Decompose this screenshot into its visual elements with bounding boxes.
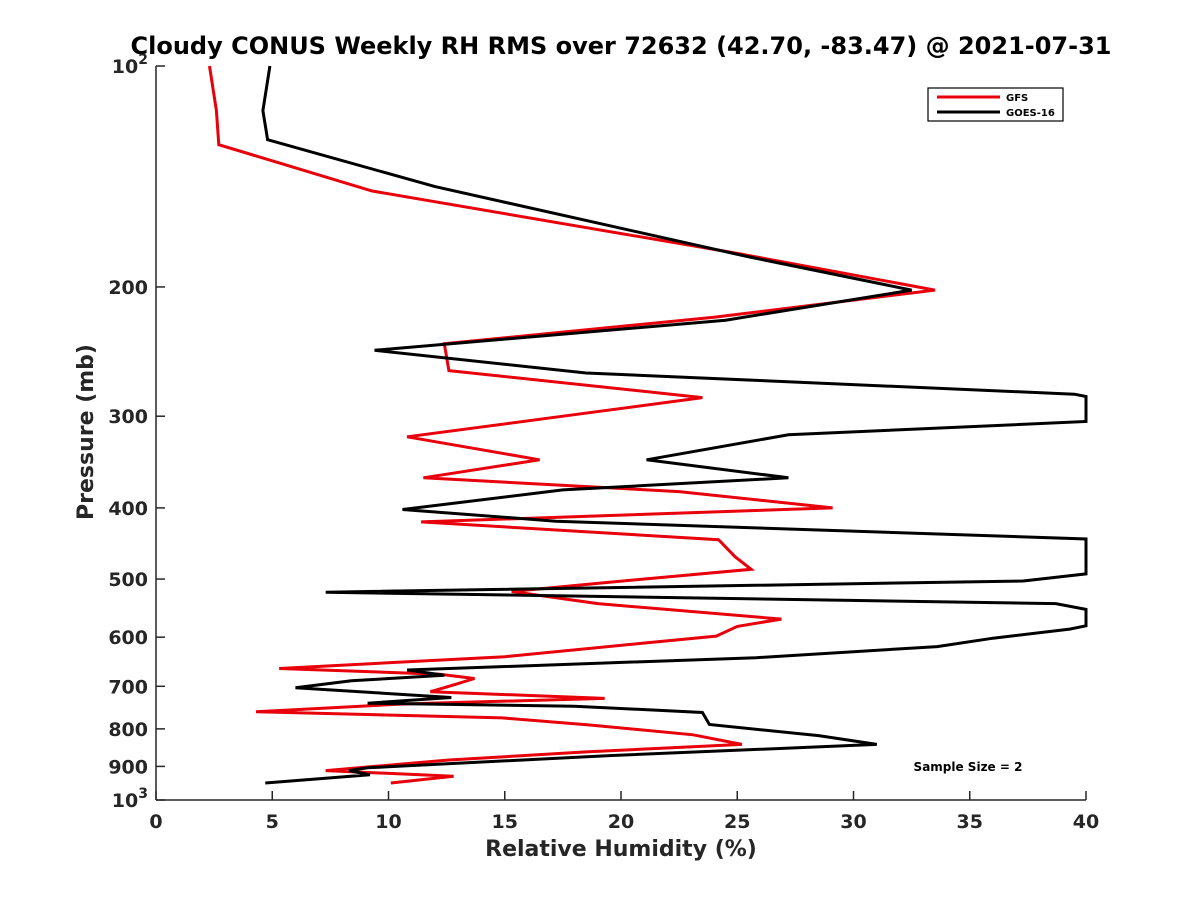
series-layer: [208, 65, 1088, 785]
axes-layer: 0 5 10 15 20 25 30 35 40 102 200 300 400 500 600 700 800…: [108, 52, 1099, 833]
x-tick-label: 5: [266, 811, 279, 833]
x-tick-label: 15: [492, 811, 518, 833]
y-tick-label: 102: [112, 52, 148, 78]
x-tick-label: 0: [149, 811, 162, 833]
y-tick-label: 600: [108, 627, 148, 649]
legend-entries: GFS GOES-16: [937, 93, 1055, 119]
legend: GFS GOES-16: [927, 87, 1064, 122]
x-tick-label: 25: [724, 811, 750, 833]
y-tick-label: 103: [112, 786, 148, 812]
x-axis-label: Relative Humidity (%): [485, 837, 757, 862]
y-tick-label: 200: [108, 277, 148, 299]
legend-label: GFS: [1006, 93, 1028, 104]
y-tick-label: 900: [108, 756, 148, 778]
y-tick-label: 300: [108, 406, 148, 428]
legend-box: [927, 87, 1064, 122]
series-line-gfs: [208, 65, 936, 785]
y-tick-label: 800: [108, 719, 148, 741]
x-tick-label: 10: [375, 811, 401, 833]
y-tick-label: 500: [108, 569, 148, 591]
x-tick-label: 30: [840, 811, 866, 833]
y-axis-label: Pressure (mb): [74, 344, 99, 520]
y-tick-label: 400: [108, 498, 148, 520]
x-tick-label: 35: [957, 811, 983, 833]
x-tick-label: 40: [1073, 811, 1099, 833]
series-line-goes-16: [261, 65, 1088, 785]
sample-size-annotation: Sample Size = 2: [914, 760, 1023, 774]
y-tick-label: 700: [108, 676, 148, 698]
chart-title: Cloudy CONUS Weekly RH RMS over 72632 (4…: [131, 32, 1112, 60]
legend-label: GOES-16: [1006, 108, 1055, 119]
x-tick-label: 20: [608, 811, 634, 833]
